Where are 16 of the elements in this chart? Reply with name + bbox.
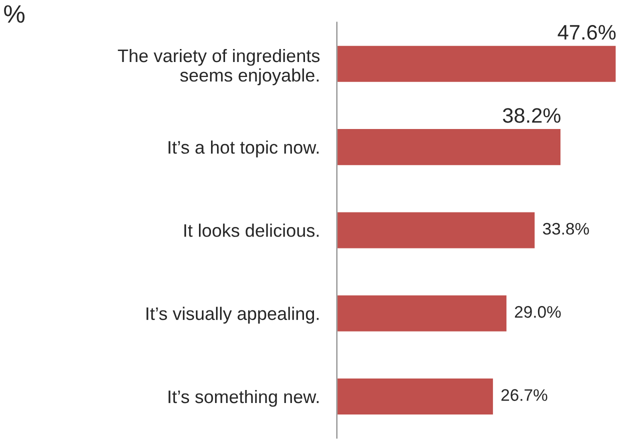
- y-tick-label: The variety of ingredients seems enjoyable.: [118, 48, 320, 86]
- bar: [336, 44, 618, 84]
- y-tick-label: It’s visually appealing.: [146, 306, 319, 324]
- bar: [336, 210, 536, 250]
- bar: [336, 377, 494, 416]
- y-tick-label: It’s something new.: [168, 390, 319, 407]
- data-label: 33.8%: [542, 222, 589, 235]
- data-label: 26.7%: [501, 389, 548, 401]
- y-tick-label: It looks delicious.: [184, 224, 319, 237]
- y-tick-label: It’s a hot topic now.: [168, 140, 319, 158]
- data-label: 29.0%: [514, 306, 561, 318]
- text: %: [4, 5, 25, 23]
- data-label: 47.6%: [558, 24, 616, 40]
- bar: [336, 294, 508, 333]
- bar: [336, 128, 562, 166]
- data-label: 38.2%: [502, 108, 560, 123]
